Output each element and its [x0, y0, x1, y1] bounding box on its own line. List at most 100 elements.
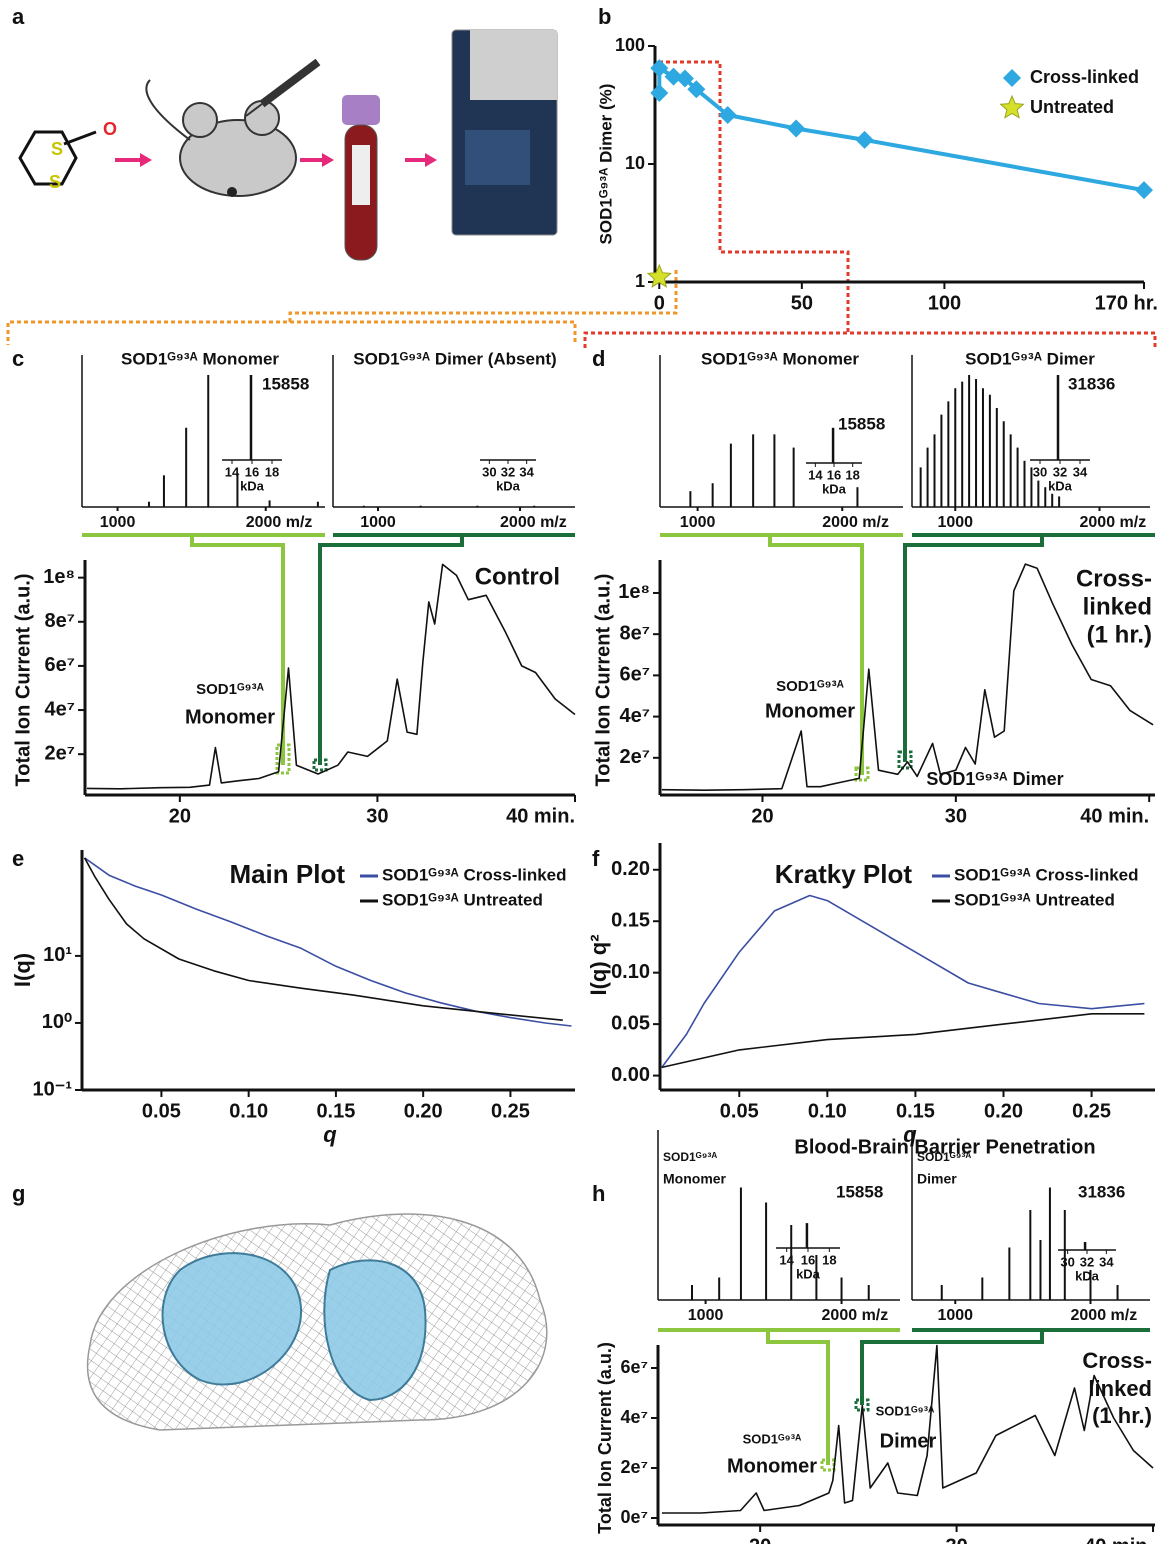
- chart-title: SOD1ᴳ⁹³ᴬ Dimer (Absent): [353, 349, 556, 368]
- y-axis-label: Total Ion Current (a.u.): [595, 1342, 615, 1534]
- annotation: (1 hr.): [1087, 621, 1152, 648]
- connector: [659, 60, 850, 333]
- x-tick-label: 30: [945, 805, 967, 827]
- inset-tick-label: 14: [808, 467, 823, 482]
- inset-axis-label: kDa: [1048, 478, 1073, 493]
- y-tick-label: 100: [615, 35, 645, 55]
- bracket: [190, 535, 285, 765]
- x-tick-label: 1000: [360, 514, 396, 531]
- y-tick-label: 1: [635, 271, 645, 291]
- y-tick-label: 1e⁸: [618, 581, 650, 603]
- peak-label: 31836: [1068, 374, 1115, 393]
- mouse-body: [179, 119, 297, 197]
- annotation: (1 hr.): [1092, 1403, 1152, 1428]
- x-tick-label: 40 min.: [1080, 805, 1149, 827]
- chart-title: SOD1ᴳ⁹³ᴬ Monomer: [121, 349, 279, 368]
- y-tick-label: 8e⁷: [620, 622, 651, 644]
- chart-title: SOD1ᴳ⁹³ᴬ Monomer: [701, 349, 859, 368]
- annotation: SOD1ᴳ⁹³ᴬ Dimer: [926, 769, 1063, 789]
- y-tick-label: 0.05: [611, 1012, 650, 1034]
- panel-label: f: [592, 846, 600, 871]
- x-tick-label: 20: [749, 1535, 771, 1544]
- inset-axis-label: kDa: [240, 478, 265, 493]
- legend-label: SOD1ᴳ⁹³ᴬ Untreated: [954, 890, 1115, 909]
- legend-label: SOD1ᴳ⁹³ᴬ Cross-linked: [954, 865, 1139, 884]
- inset-tick-label: 14: [225, 464, 240, 479]
- panel-label: b: [598, 4, 611, 29]
- annotation: linked: [1083, 593, 1152, 620]
- y-tick-label: 8e⁷: [45, 610, 76, 632]
- legend-label: SOD1ᴳ⁹³ᴬ Cross-linked: [382, 865, 567, 884]
- data-line: [83, 857, 563, 1021]
- y-tick-label: 6e⁷: [620, 664, 651, 686]
- inset-tick-label: 14: [779, 1252, 794, 1267]
- diamond-marker: [664, 67, 683, 86]
- y-tick-label: 10⁰: [42, 1011, 72, 1033]
- y-tick-label: 2e⁷: [621, 1457, 648, 1477]
- atom-label: S: [51, 139, 63, 159]
- x-tick-label: 1000: [937, 1307, 973, 1324]
- mass-spec-panel: [465, 130, 530, 185]
- panel-title: Blood-Brain Barrier Penetration: [794, 1136, 1095, 1158]
- y-tick-label: 0.15: [611, 909, 650, 931]
- chart-title: Monomer: [663, 1171, 727, 1187]
- x-tick-label: 2000 m/z: [822, 514, 889, 531]
- y-tick-label: 0.20: [611, 858, 650, 880]
- bracket: [766, 1330, 830, 1465]
- inset-tick-label: 30: [1033, 464, 1047, 479]
- syringe: [259, 58, 321, 108]
- inset-axis-label: kDa: [496, 478, 521, 493]
- arrow-head: [322, 153, 334, 167]
- y-tick-label: 4e⁷: [621, 1407, 648, 1427]
- diamond-marker: [650, 59, 669, 78]
- y-tick-label: 6e⁷: [45, 654, 76, 676]
- inset-axis-label: kDa: [1075, 1268, 1100, 1283]
- y-tick-label: 4e⁷: [45, 698, 76, 720]
- x-tick-label: 2000 m/z: [1071, 1307, 1138, 1324]
- y-tick-label: 0e⁷: [621, 1507, 648, 1527]
- mass-spec-top: [470, 30, 557, 100]
- x-tick-label: 30: [945, 1535, 967, 1544]
- y-axis-label: SOD1ᴳ⁹³ᴬ Dimer (%): [596, 84, 615, 245]
- y-tick-label: 6e⁷: [621, 1357, 648, 1377]
- bracket: [903, 535, 1044, 762]
- y-tick-label: 2e⁷: [620, 746, 651, 768]
- chart-title: Main Plot: [229, 859, 345, 889]
- y-tick-label: 10⁻¹: [33, 1078, 73, 1100]
- inset-tick-label: 34: [519, 464, 534, 479]
- annotation: Monomer: [185, 706, 275, 728]
- x-tick-label: 0.25: [1072, 1100, 1111, 1122]
- x-tick-label: 40 min.: [506, 805, 575, 827]
- y-tick-label: 1e⁸: [43, 566, 75, 588]
- inset-tick-label: 16: [245, 464, 259, 479]
- x-tick-label: 1000: [100, 514, 136, 531]
- x-axis-label: q: [903, 1122, 917, 1147]
- diamond-marker: [1135, 181, 1153, 200]
- star-marker: [646, 263, 672, 288]
- peak-label: 15858: [262, 374, 309, 393]
- x-tick-label: 20: [169, 805, 191, 827]
- x-tick-label: 0.15: [316, 1100, 355, 1122]
- inset-tick-label: 34: [1099, 1254, 1114, 1269]
- legend-label: Cross-linked: [1030, 67, 1139, 87]
- annotation: SOD1ᴳ⁹³ᴬ: [876, 1403, 935, 1418]
- connector: [583, 331, 1157, 348]
- panel-label: h: [592, 1181, 605, 1206]
- inset-tick-label: 18: [822, 1252, 836, 1267]
- annotation: Monomer: [727, 1455, 817, 1477]
- inset-tick-label: 30: [482, 464, 496, 479]
- chart-title: Dimer: [917, 1171, 957, 1187]
- y-axis-label: I(q) q²: [586, 934, 611, 995]
- x-tick-label: 0.20: [984, 1100, 1023, 1122]
- diamond-marker: [787, 119, 806, 138]
- x-tick-label: 0.05: [720, 1100, 759, 1122]
- x-tick-label: 0.10: [229, 1100, 268, 1122]
- inset-axis-label: kDa: [822, 481, 847, 496]
- annotation: Monomer: [765, 700, 855, 722]
- x-tick-label: 170 hr.: [1095, 292, 1158, 314]
- y-tick-label: 4e⁷: [620, 705, 651, 727]
- atom-label: O: [103, 119, 117, 139]
- x-tick-label: 2000 m/z: [500, 514, 567, 531]
- chart-title: SOD1ᴳ⁹³ᴬ Dimer: [965, 349, 1095, 368]
